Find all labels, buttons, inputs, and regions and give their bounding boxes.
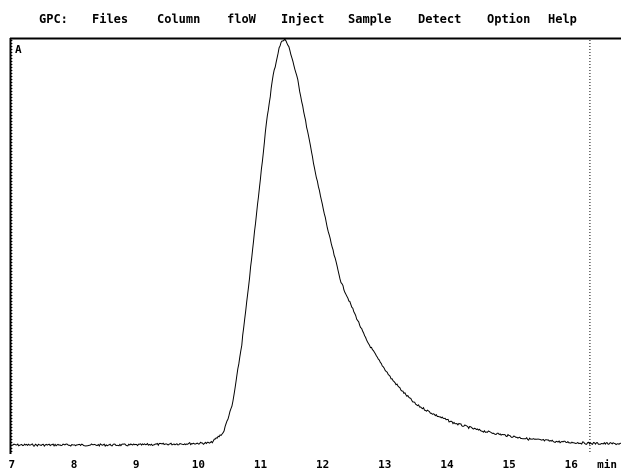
x-tick-label: 12 [316, 458, 329, 471]
x-tick-label: 11 [254, 458, 268, 471]
x-tick-label: 8 [71, 458, 78, 471]
menu-bar: GPC: Files Column floW Inject Sample Det… [0, 0, 621, 34]
app-title: GPC: [39, 12, 68, 26]
time-markers [11, 40, 591, 454]
x-tick-label: 10 [192, 458, 205, 471]
x-tick-label: 13 [378, 458, 391, 471]
x-tick-label: min [597, 458, 617, 471]
x-axis-tick-labels: 7 8 9 10 11 12 13 14 15 16 min [9, 458, 617, 471]
menu-inject[interactable]: Inject [281, 12, 325, 26]
x-tick-label: 14 [440, 458, 454, 471]
chromatogram-panel: A 7 8 9 10 11 12 13 14 15 16 min [0, 34, 621, 471]
x-tick-label: 15 [502, 458, 515, 471]
channel-label: A [15, 43, 22, 56]
x-tick-label: 9 [133, 458, 140, 471]
chromatogram-trace [11, 38, 621, 448]
menu-option[interactable]: Option [487, 12, 531, 26]
x-tick-label: 16 [565, 458, 579, 471]
x-tick-label: 7 [9, 458, 16, 471]
menu-files[interactable]: Files [92, 12, 129, 26]
menu-detect[interactable]: Detect [418, 12, 462, 26]
menu-flow[interactable]: floW [227, 12, 256, 26]
menu-sample[interactable]: Sample [348, 12, 392, 26]
chromatogram-chart: A 7 8 9 10 11 12 13 14 15 16 min [9, 37, 621, 471]
trace-line [11, 38, 621, 448]
menu-help[interactable]: Help [548, 12, 577, 26]
menu-column[interactable]: Column [157, 12, 201, 26]
